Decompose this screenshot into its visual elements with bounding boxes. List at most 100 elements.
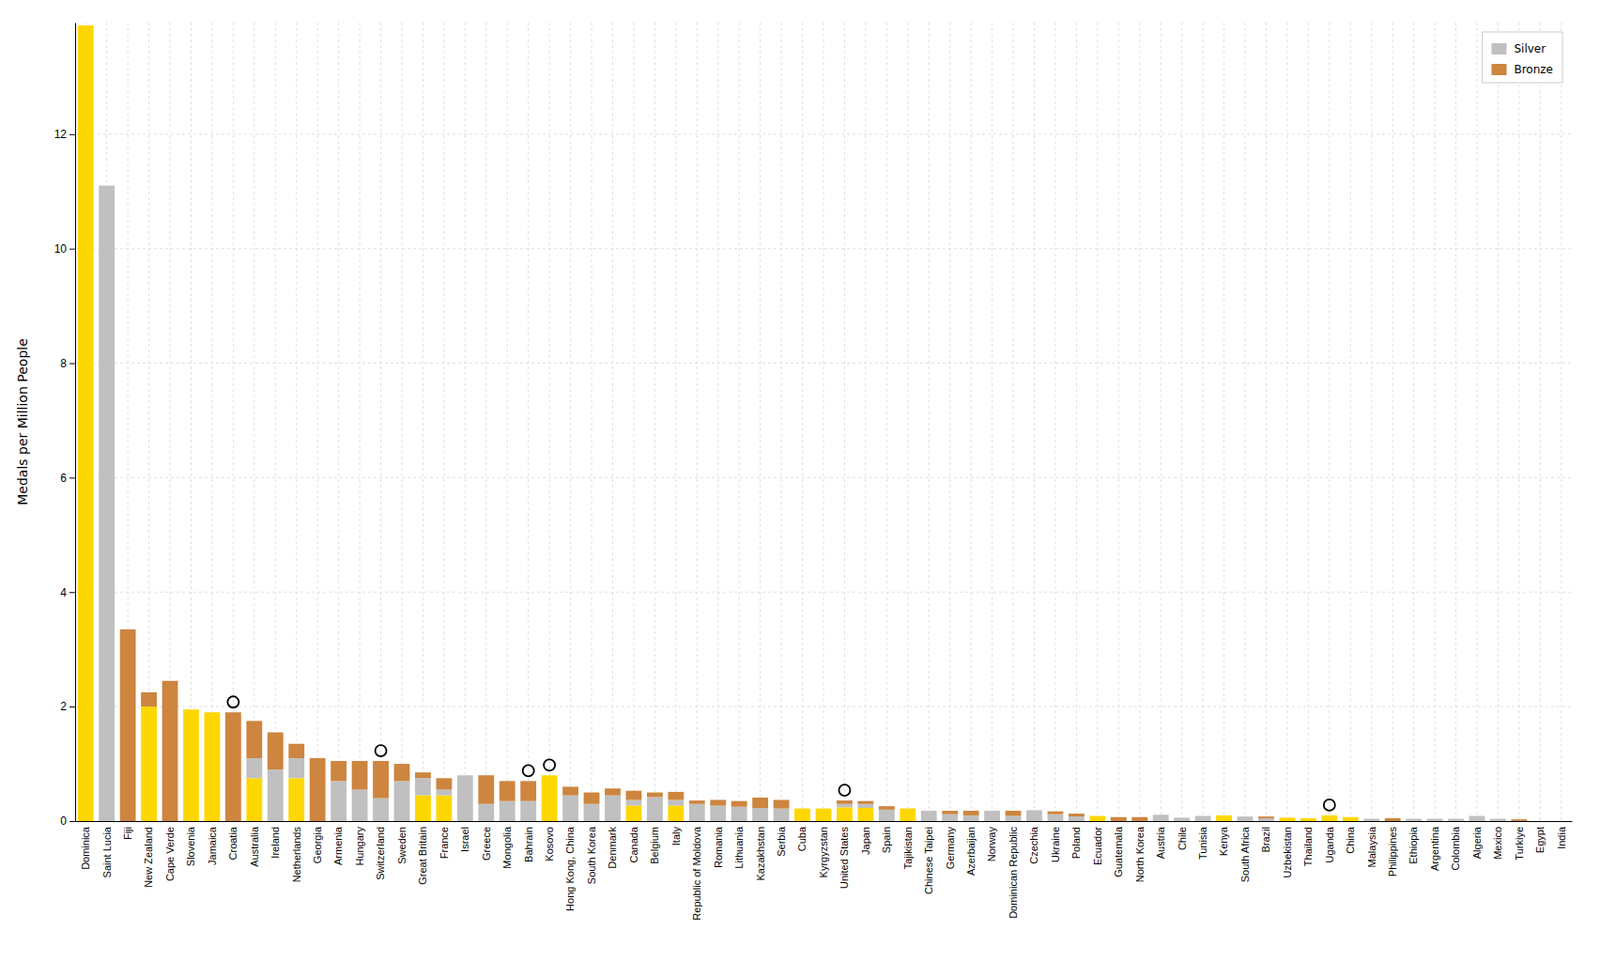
x-tick-label: Philippines — [1386, 826, 1399, 877]
legend-swatch — [1491, 63, 1507, 76]
bar — [1047, 811, 1064, 815]
x-tick: France — [438, 820, 450, 859]
bar — [1258, 815, 1275, 818]
bar — [899, 807, 916, 809]
marker-series — [227, 695, 1335, 811]
legend-item: Bronze — [1491, 62, 1554, 77]
y-tick-label: 6 — [60, 471, 67, 485]
grid-line-x — [527, 22, 529, 821]
bar — [1068, 815, 1085, 821]
grid-line-x — [1245, 22, 1247, 821]
bar — [836, 806, 853, 821]
bar — [267, 769, 284, 821]
x-tick: Fiji — [122, 820, 134, 840]
x-tick-label: Armenia — [332, 825, 344, 865]
grid-line-x — [823, 22, 825, 821]
bar — [1089, 815, 1106, 816]
grid-line-x — [1138, 22, 1140, 821]
x-tick: Ireland — [269, 820, 281, 859]
grid-line-y — [75, 133, 1572, 135]
marks — [77, 25, 1527, 821]
grid-line-x — [232, 22, 234, 821]
bar — [204, 711, 221, 713]
x-tick: Spain — [880, 820, 893, 853]
grid-line-x — [1518, 22, 1520, 821]
bar — [352, 760, 369, 789]
grid-line-x — [507, 22, 508, 821]
bar — [1321, 815, 1338, 821]
bar — [457, 774, 474, 776]
y-tick-label: 8 — [60, 356, 67, 370]
bar — [1173, 816, 1190, 818]
bar — [857, 803, 874, 808]
y-tick-mark — [69, 591, 76, 593]
x-tick-label: Malaysia — [1366, 825, 1378, 867]
bar — [1278, 816, 1295, 818]
bar — [288, 757, 305, 778]
grid-line-x — [359, 22, 361, 821]
grid-line-x — [1455, 22, 1457, 821]
bar — [1237, 815, 1254, 821]
x-tick: Denmark — [606, 820, 618, 869]
grid-line-x — [1118, 22, 1120, 821]
bar — [435, 777, 452, 789]
y-tick-mark — [69, 476, 76, 478]
x-tick-label: Australia — [248, 825, 261, 867]
bar — [1490, 817, 1507, 819]
bar — [288, 743, 305, 758]
x-tick: Uzbekistan — [1281, 820, 1293, 877]
x-tick-label: Georgia — [311, 825, 324, 863]
bar — [815, 808, 832, 821]
x-tick-label: South Africa — [1239, 825, 1251, 882]
grid-line-x — [422, 22, 424, 821]
x-tick: Mexico — [1492, 820, 1504, 860]
grid-line-x — [928, 22, 930, 821]
y-tick: 2 — [60, 699, 76, 713]
bar — [1110, 816, 1127, 821]
bar — [1300, 816, 1317, 818]
x-tick-label: Chinese Taipei — [923, 826, 935, 894]
x-tick: Germany — [944, 820, 956, 869]
bar — [1026, 809, 1043, 821]
x-tick: Egypt — [1534, 820, 1546, 853]
bar — [267, 732, 284, 770]
x-tick: Armenia — [332, 820, 344, 865]
x-tick-label: United States — [838, 826, 850, 890]
x-tick-label: Tajikistan — [902, 826, 914, 869]
bar — [520, 780, 537, 800]
bar — [604, 795, 621, 821]
x-tick-label: Kosovo — [543, 826, 555, 862]
bar — [1005, 810, 1022, 816]
x-tick: New Zealand — [142, 820, 154, 888]
x-tick-label: Fiji — [122, 826, 134, 840]
x-tick-label: Uzbekistan — [1281, 826, 1293, 877]
bar — [1005, 815, 1022, 821]
bar — [689, 800, 706, 804]
grid-line-x — [1560, 22, 1562, 821]
grid-line-x — [275, 22, 277, 821]
bar — [731, 800, 748, 807]
grid-line-x — [338, 22, 339, 821]
bar — [77, 25, 94, 821]
legend-label: Silver — [1513, 42, 1546, 56]
x-tick: Azerbaijan — [965, 820, 977, 876]
x-tick: Kazakhstan — [753, 820, 766, 880]
x-tick: Greece — [480, 820, 493, 861]
bar — [626, 790, 643, 800]
x-tick-label: Norway — [985, 826, 998, 862]
bar — [1215, 815, 1232, 821]
x-tick: Saint Lucia — [101, 820, 113, 877]
bar — [1321, 814, 1338, 816]
x-tick: Poland — [1070, 820, 1082, 859]
x-tick-label: Azerbaijan — [965, 826, 977, 876]
y-tick-mark — [69, 363, 76, 365]
x-tick-label: Dominica — [79, 825, 92, 870]
grid-line-x — [1370, 22, 1372, 821]
grid-line-x — [1076, 22, 1077, 821]
x-tick-label: Turkiye — [1513, 826, 1525, 861]
bar — [1553, 820, 1570, 822]
bar — [1532, 820, 1549, 822]
y-tick: 8 — [60, 356, 76, 370]
x-tick: Algeria — [1471, 820, 1483, 859]
bar — [941, 810, 958, 815]
